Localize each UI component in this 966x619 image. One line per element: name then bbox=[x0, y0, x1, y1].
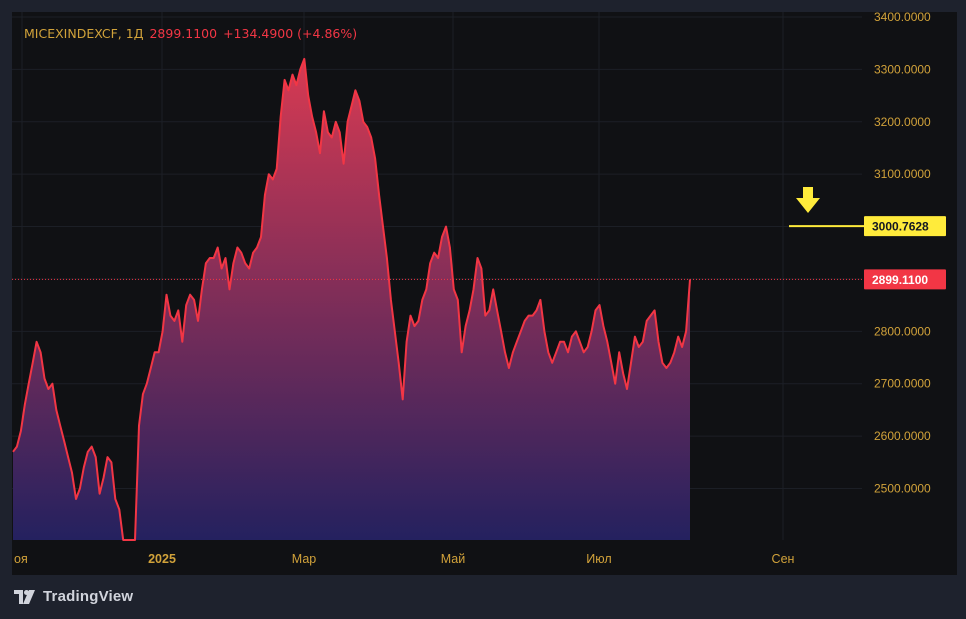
y-tick-label: 2700.0000 bbox=[874, 377, 931, 391]
brand-name: TradingView bbox=[43, 588, 134, 605]
y-tick-label: 2600.0000 bbox=[874, 429, 931, 443]
time-axis-background bbox=[12, 540, 957, 575]
last-price-badge: 2899.1100 bbox=[864, 269, 946, 290]
x-tick-label: Май bbox=[441, 552, 466, 566]
y-tick-label: 3300.0000 bbox=[874, 62, 931, 76]
symbol-name: MICEXINDEXCF, 1Д bbox=[24, 26, 144, 41]
y-tick-label: 3100.0000 bbox=[874, 167, 931, 181]
tradingview-logo[interactable]: TradingView bbox=[14, 588, 133, 605]
last-price: 2899.1100 bbox=[149, 26, 218, 41]
y-tick-label: 2800.0000 bbox=[874, 324, 931, 338]
x-tick-label: 2025 bbox=[148, 552, 176, 566]
y-tick-label: 3200.0000 bbox=[874, 115, 931, 129]
symbol-legend[interactable]: MICEXINDEXCF, 1Д 2899.1100 +134.4900 (+4.8… bbox=[24, 26, 357, 41]
arrow-down-icon[interactable] bbox=[796, 187, 820, 213]
level-badge: 3000.7628 bbox=[864, 216, 946, 237]
price-area-fill bbox=[13, 58, 690, 541]
x-tick-label: Мар bbox=[292, 552, 317, 566]
y-tick-label: 2500.0000 bbox=[874, 482, 931, 496]
price-line bbox=[12, 57, 691, 541]
price-change: +134.4900 (+4.86%) bbox=[223, 26, 358, 41]
y-tick-label: 3400.0000 bbox=[874, 10, 931, 24]
time-axis[interactable]: оя 2025 Мар Май Июл Сен bbox=[14, 552, 795, 566]
last-price-label: 2899.1100 bbox=[872, 273, 928, 287]
x-tick-label: Июл bbox=[586, 552, 611, 566]
x-tick-label: оя bbox=[14, 552, 28, 566]
tradingview-icon bbox=[14, 589, 35, 604]
level-label: 3000.7628 bbox=[872, 220, 929, 234]
x-tick-label: Сен bbox=[772, 552, 795, 566]
